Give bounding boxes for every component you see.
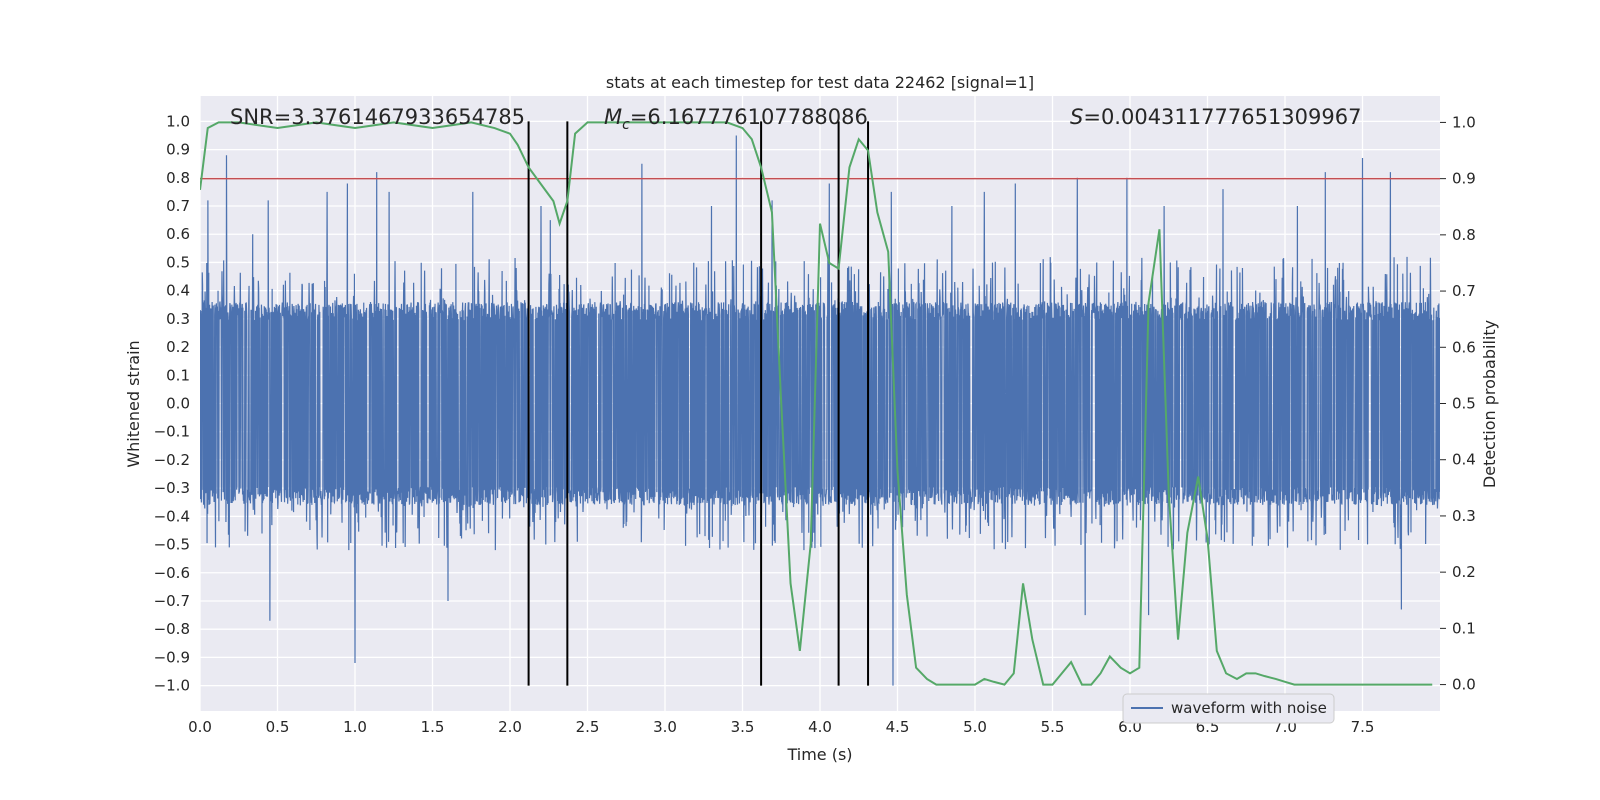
- chirp-mass-symbol: M: [604, 105, 622, 129]
- y2-tick-label: 0.1: [1452, 619, 1476, 637]
- s-symbol: S: [1070, 105, 1083, 129]
- x-tick-label: 5.0: [963, 718, 987, 736]
- legend: waveform with noise: [1122, 693, 1335, 724]
- y-tick-label: 1.0: [166, 112, 190, 130]
- y-tick-label: −0.5: [154, 536, 190, 554]
- y-tick-label: −0.9: [154, 648, 190, 666]
- y2-tick-label: 0.9: [1452, 170, 1476, 188]
- y-tick-label: 0.0: [166, 395, 190, 413]
- y2-tick-label: 0.2: [1452, 563, 1476, 581]
- y2-tick-label: 0.4: [1452, 451, 1476, 469]
- x-tick-label: 3.0: [653, 718, 677, 736]
- snr-annotation: SNR=3.3761467933654785: [230, 105, 525, 129]
- x-tick-label: 2.0: [498, 718, 522, 736]
- x-tick-label: 4.0: [808, 718, 832, 736]
- y-tick-label: 0.8: [166, 169, 190, 187]
- y-tick-label: −0.8: [154, 620, 190, 638]
- chirp-mass-subscript: c: [622, 117, 630, 133]
- chirp-mass-annotation: Mc=6.167776107788086: [604, 105, 868, 133]
- y-tick-label: 0.2: [166, 338, 190, 356]
- y-tick-label: −0.1: [154, 423, 190, 441]
- y-right-ticks: 1.0 0.9 0.8 0.7 0.6 0.5 0.4 0.3 0.2 0.1 0.0: [1440, 113, 1476, 694]
- legend-label: waveform with noise: [1171, 699, 1327, 717]
- x-tick-label: 2.5: [576, 718, 600, 736]
- y2-tick-label: 0.8: [1452, 226, 1476, 244]
- y-tick-label: −0.6: [154, 564, 190, 582]
- y-tick-label: −0.7: [154, 592, 190, 610]
- y-tick-label: 0.9: [166, 141, 190, 159]
- chirp-mass-value: =6.167776107788086: [630, 105, 868, 129]
- y2-axis-label: Detection probability: [1480, 320, 1499, 488]
- y-tick-label: 0.7: [166, 197, 190, 215]
- detection-probability-series: [200, 121, 1433, 686]
- y-tick-label: −0.2: [154, 451, 190, 469]
- y-tick-label: 0.3: [166, 310, 190, 328]
- y-tick-label: 0.1: [166, 366, 190, 384]
- y2-tick-label: 0.7: [1452, 282, 1476, 300]
- y-tick-label: 0.5: [166, 253, 190, 271]
- x-tick-label: 0.5: [266, 718, 290, 736]
- y-tick-label: −0.4: [154, 507, 190, 525]
- y-tick-label: 0.4: [166, 282, 190, 300]
- y2-tick-label: 0.0: [1452, 676, 1476, 694]
- waveform-series: [200, 135, 1440, 686]
- legend-box: [1122, 693, 1335, 724]
- x-tick-label: 1.5: [421, 718, 445, 736]
- y2-tick-label: 0.6: [1452, 338, 1476, 356]
- y-tick-label: −1.0: [154, 677, 190, 695]
- s-annotation: S=0.004311777651309967: [1070, 105, 1361, 129]
- x-tick-label: 7.5: [1351, 718, 1375, 736]
- x-tick-label: 5.5: [1041, 718, 1065, 736]
- y2-tick-label: 0.5: [1452, 395, 1476, 413]
- y-tick-label: 0.6: [166, 225, 190, 243]
- x-tick-label: 0.0: [188, 718, 212, 736]
- vertical-lines: [527, 121, 870, 686]
- x-tick-label: 1.0: [343, 718, 367, 736]
- s-value: =0.004311777651309967: [1083, 105, 1361, 129]
- x-tick-label: 3.5: [731, 718, 755, 736]
- chart-title: stats at each timestep for test data 224…: [606, 73, 1034, 92]
- y-axis-label: Whitened strain: [124, 340, 143, 467]
- x-tick-label: 4.5: [886, 718, 910, 736]
- x-axis-label: Time (s): [786, 745, 852, 764]
- y-left-ticks: 1.0 0.9 0.8 0.7 0.6 0.5 0.4 0.3 0.2 0.1 0.0 −0.1 −0.…: [154, 112, 190, 694]
- y2-tick-label: 0.3: [1452, 507, 1476, 525]
- y2-tick-label: 1.0: [1452, 113, 1476, 131]
- y-tick-label: −0.3: [154, 479, 190, 497]
